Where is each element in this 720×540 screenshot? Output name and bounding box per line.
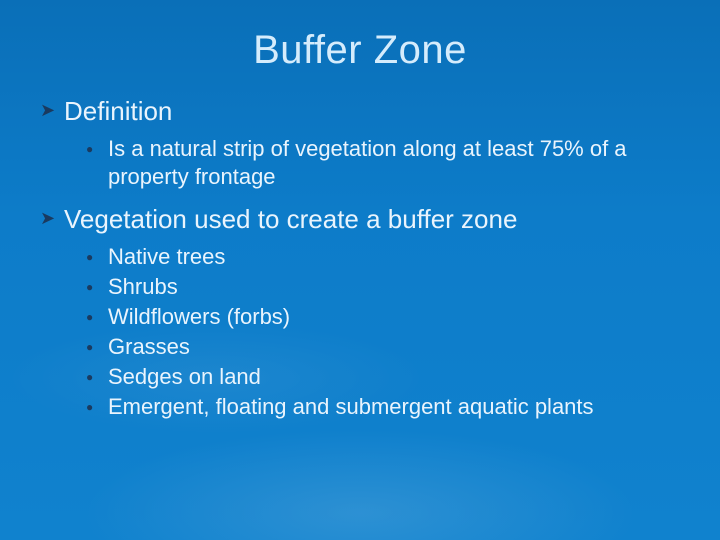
list-item: ● Grasses [86, 333, 692, 361]
list-item: ● Shrubs [86, 273, 692, 301]
section-items: ● Is a natural strip of vegetation along… [40, 135, 692, 191]
list-item-text: Wildflowers (forbs) [108, 303, 290, 331]
list-item-text: Is a natural strip of vegetation along a… [108, 135, 692, 191]
section-heading-text: Definition [64, 95, 172, 127]
section-heading: ➤ Vegetation used to create a buffer zon… [40, 203, 692, 235]
list-item: ● Wildflowers (forbs) [86, 303, 692, 331]
bullet-icon: ● [86, 393, 108, 421]
bullet-icon: ● [86, 273, 108, 301]
chevron-right-icon: ➤ [40, 95, 64, 125]
section-items: ● Native trees ● Shrubs ● Wildflowers (f… [40, 243, 692, 421]
bullet-icon: ● [86, 363, 108, 391]
section-heading: ➤ Definition [40, 95, 692, 127]
slide: Buffer Zone ➤ Definition ● Is a natural … [0, 0, 720, 421]
list-item: ● Is a natural strip of vegetation along… [86, 135, 692, 191]
list-item-text: Emergent, floating and submergent aquati… [108, 393, 594, 421]
list-item-text: Grasses [108, 333, 190, 361]
list-item-text: Shrubs [108, 273, 178, 301]
list-item: ● Sedges on land [86, 363, 692, 391]
list-item: ● Native trees [86, 243, 692, 271]
bullet-icon: ● [86, 135, 108, 163]
bullet-icon: ● [86, 243, 108, 271]
list-item: ● Emergent, floating and submergent aqua… [86, 393, 692, 421]
bullet-icon: ● [86, 303, 108, 331]
chevron-right-icon: ➤ [40, 203, 64, 233]
slide-content: ➤ Definition ● Is a natural strip of veg… [0, 95, 720, 421]
section-heading-text: Vegetation used to create a buffer zone [64, 203, 517, 235]
slide-title: Buffer Zone [0, 0, 720, 95]
list-item-text: Sedges on land [108, 363, 261, 391]
bullet-icon: ● [86, 333, 108, 361]
list-item-text: Native trees [108, 243, 225, 271]
